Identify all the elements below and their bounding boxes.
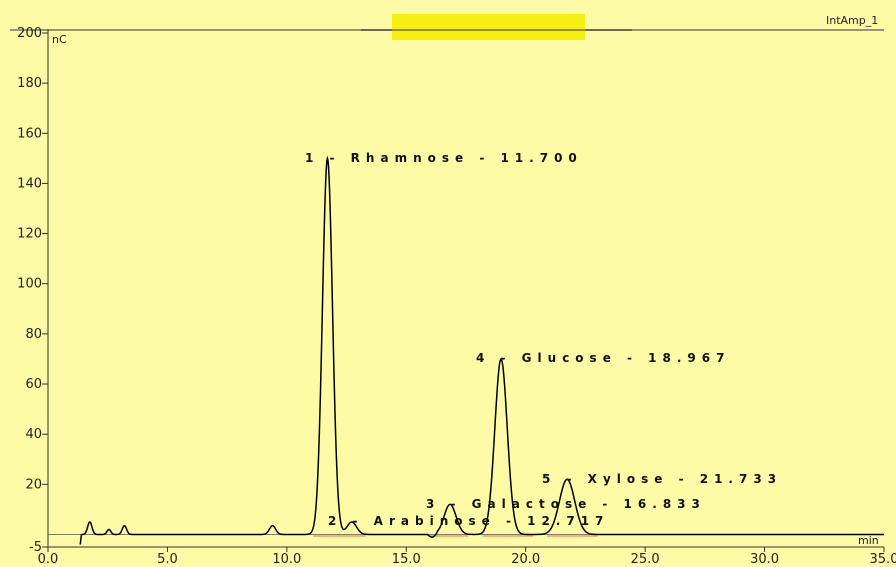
- peak-labels: 1 - Rhamnose - 11.700 2 - Arabinose - 12.…: [305, 151, 782, 528]
- peak-label-5: 5 - Xylose - 21.733: [542, 472, 782, 486]
- peak-label-2: 2 - Arabinose - 12.717: [328, 514, 609, 528]
- x-tick-label: 10.0: [272, 552, 301, 567]
- y-tick-label: 140: [17, 176, 42, 191]
- channel-label: IntAmp_1: [826, 14, 878, 27]
- x-tick-label: 0.0: [38, 552, 59, 567]
- y-tick-label: 80: [25, 327, 42, 342]
- y-tick-label: 60: [25, 377, 42, 392]
- injection-dip: [79, 534, 83, 545]
- y-tick-label: 200: [17, 26, 42, 41]
- peak-label-3: 3 - Galactose - 16.833: [426, 497, 706, 511]
- y-tick-label: 20: [25, 477, 42, 492]
- x-tick-label: 25.0: [631, 552, 660, 567]
- peak-label-1: 1 - Rhamnose - 11.700: [305, 151, 583, 165]
- chart-header: [361, 14, 632, 40]
- tick-marks: -5 20 40 60 80 100 120 140 160 180 200 0.0 5.0 10.0 15…: [17, 26, 896, 567]
- x-axis-unit-label: min: [858, 534, 879, 547]
- x-tick-label: 15.0: [392, 552, 421, 567]
- y-tick-label: 100: [17, 277, 42, 292]
- series-trace: [81, 155, 884, 538]
- y-tick-label: 180: [17, 76, 42, 91]
- x-tick-label: 35.0: [870, 552, 896, 567]
- y-axis-unit-label: nC: [52, 33, 67, 46]
- trace: [79, 155, 884, 545]
- y-tick-label: -5: [29, 540, 42, 555]
- x-tick-label: 20.0: [511, 552, 540, 567]
- y-tick-label: 120: [17, 227, 42, 242]
- header-highlight: [392, 14, 585, 40]
- y-tick-label: 40: [25, 427, 42, 442]
- x-tick-label: 5.0: [157, 552, 178, 567]
- peak-label-4: 4 - Glucose - 18.967: [476, 351, 730, 365]
- x-tick-label: 30.0: [750, 552, 779, 567]
- y-tick-label: 160: [17, 126, 42, 141]
